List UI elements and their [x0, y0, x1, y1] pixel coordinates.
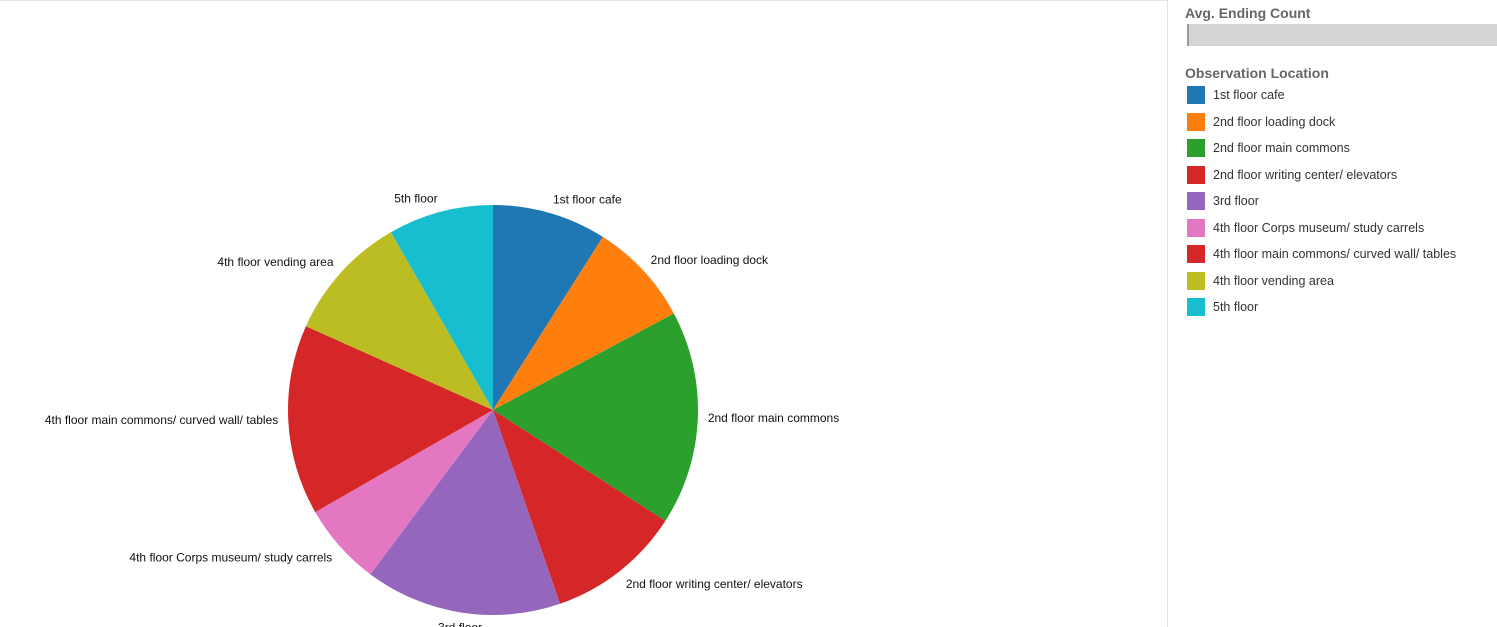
pie-slice-4th-floor-corps-museum-study-carrels[interactable]: [315, 410, 493, 575]
slice-label-2nd-floor-loading-dock: 2nd floor loading dock: [651, 253, 769, 267]
plot-area: 1st floor cafe 2nd floor loading dock 2nd …: [0, 0, 1168, 627]
legend-label: 4th floor main commons/ curved wall/ tab…: [1213, 247, 1457, 261]
legend-swatch: [1187, 86, 1205, 104]
slice-label-3rd-floor: 3rd floor: [438, 620, 482, 627]
pie-slice-1st-floor-cafe[interactable]: [493, 205, 603, 410]
color-legend-title: Observation Location: [1185, 65, 1329, 81]
slice-label-4th-floor-main-commons-curved-wall-tables: 4th floor main commons/ curved wall/ tab…: [45, 413, 278, 427]
pie-slice-2nd-floor-main-commons[interactable]: [493, 313, 698, 521]
legend-label: 1st floor cafe: [1213, 88, 1285, 102]
pie-slices: [288, 205, 698, 615]
slice-label-4th-floor-vending-area: 4th floor vending area: [217, 255, 333, 269]
legend-swatch: [1187, 298, 1205, 316]
legend-label: 2nd floor writing center/ elevators: [1213, 167, 1398, 182]
legend-swatch: [1187, 218, 1205, 237]
legend-panel: Avg. Ending Count Observation Location 1…: [1185, 0, 1497, 627]
legend-swatch: [1187, 165, 1205, 184]
slice-label-4th-floor-corps-museum-study-carrels: 4th floor Corps museum/ study carrels: [129, 550, 332, 564]
legend-label: 4th floor Corps museum/ study carrels: [1213, 220, 1425, 235]
legend-swatch: [1187, 139, 1205, 157]
legend-swatch: [1187, 245, 1205, 263]
slice-label-2nd-floor-writing-center-elevators: 2nd floor writing center/ elevators: [626, 577, 803, 591]
legend-label: 2nd floor main commons: [1213, 141, 1350, 155]
legend-label: 5th floor: [1213, 300, 1259, 314]
legend-label: 4th floor vending area: [1213, 273, 1334, 288]
legend-label: 3rd floor: [1213, 194, 1259, 208]
slice-label-5th-floor: 5th floor: [394, 191, 437, 205]
pie-slice-4th-floor-vending-area[interactable]: [305, 232, 493, 410]
legend-swatch: [1187, 112, 1205, 131]
pie-slice-2nd-floor-loading-dock[interactable]: [493, 236, 674, 410]
pie-labels: 1st floor cafe 2nd floor loading dock 2nd …: [45, 191, 839, 627]
pie-chart: 1st floor cafe 2nd floor loading dock 2nd …: [45, 191, 839, 627]
legend-swatch: [1187, 192, 1205, 210]
slice-label-2nd-floor-main-commons: 2nd floor main commons: [708, 411, 839, 425]
pie-slice-5th-floor[interactable]: [390, 205, 493, 410]
pie-slice-4th-floor-main-commons-curved-wall-tables[interactable]: [288, 326, 493, 513]
pie-slice-3rd-floor[interactable]: [370, 410, 561, 615]
pie-slice-2nd-floor-writing-center-elevators[interactable]: [493, 410, 666, 604]
size-legend-title: Avg. Ending Count: [1185, 5, 1311, 21]
size-legend-bar: [1187, 24, 1497, 46]
legend-label: 2nd floor loading dock: [1213, 114, 1336, 129]
legend-swatch: [1187, 271, 1205, 290]
slice-label-1st-floor-cafe: 1st floor cafe: [553, 193, 622, 207]
